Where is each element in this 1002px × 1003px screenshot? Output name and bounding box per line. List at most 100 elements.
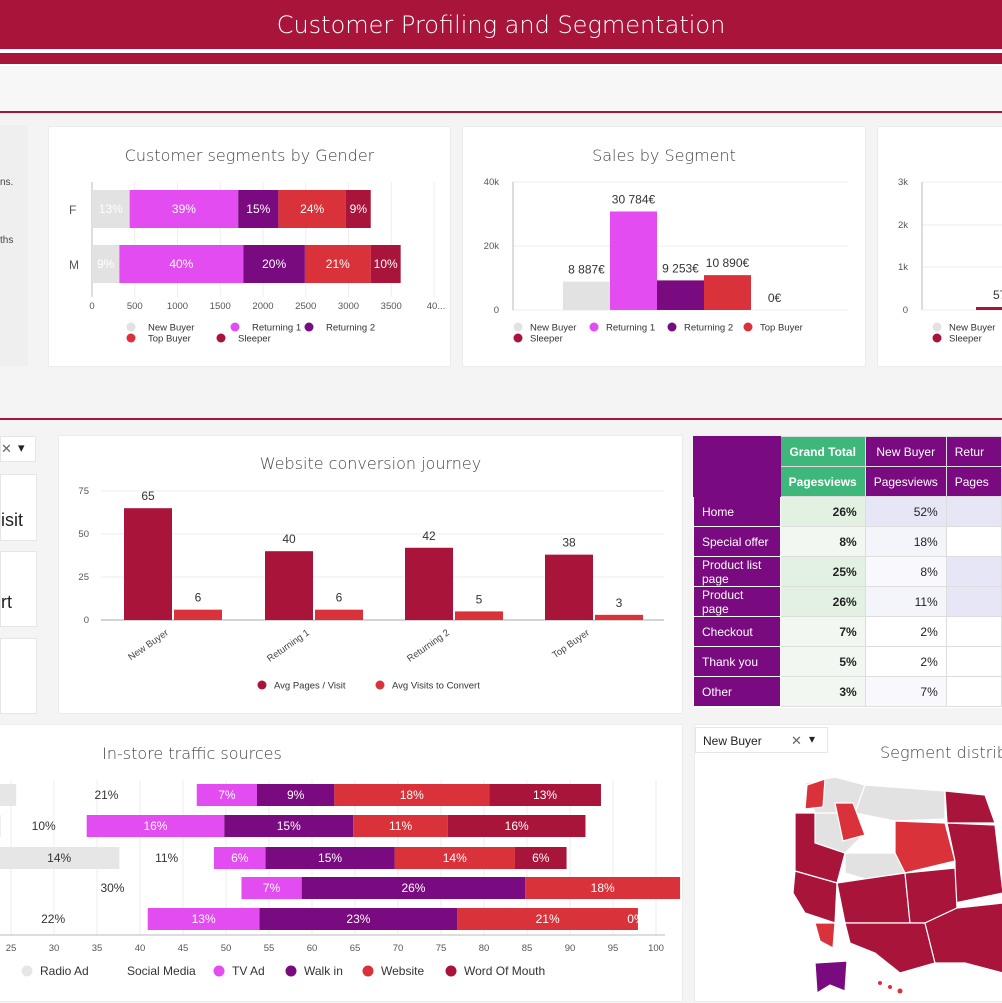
- legend-label: New Buyer: [148, 323, 194, 334]
- pivot-col-new-buyer[interactable]: New Buyer: [864, 436, 947, 467]
- description-card: ns. ths: [0, 125, 28, 366]
- header: Customer Profiling and Segmentation: [0, 0, 1002, 66]
- bar-label: 10%: [374, 257, 398, 271]
- bar-label: 15%: [246, 202, 270, 216]
- bar-segment: [238, 190, 279, 228]
- bar: [563, 281, 610, 310]
- legend-dot: [257, 680, 267, 690]
- bar-segment: [265, 847, 395, 869]
- legend-dot: [362, 965, 374, 977]
- segment-filter-dropdown[interactable]: ✕ ▾: [0, 436, 36, 462]
- pivot-col-grand-total[interactable]: Grand Total: [779, 436, 866, 467]
- pivot-corner: [693, 436, 781, 497]
- legend-label: Returning 1: [252, 323, 301, 334]
- bar-label: 11%: [155, 851, 178, 865]
- bar-label: 15%: [277, 819, 301, 833]
- pivot-cell-total: 5%: [779, 646, 866, 677]
- x-category-label: Returning 1: [265, 627, 312, 664]
- y-tick-label: 0: [903, 305, 908, 316]
- bar-segment: [457, 908, 638, 930]
- bar: [455, 611, 503, 620]
- y-tick-label: 0: [84, 615, 89, 626]
- x-tick-label: 85: [522, 943, 533, 954]
- conversion-chart-title: Website conversion journey: [259, 454, 482, 473]
- bar-segment: [514, 847, 567, 869]
- x-tick-label: 65: [350, 943, 361, 954]
- x-tick-label: 100: [648, 943, 664, 954]
- x-tick-label: 35: [92, 943, 103, 954]
- bar-segment: [213, 847, 266, 869]
- legend-label: Returning 1: [606, 323, 655, 334]
- us-map[interactable]: [695, 773, 1002, 1003]
- pivot-row-label: Special offer: [693, 526, 781, 557]
- y-tick-label: 25: [78, 572, 89, 583]
- bar-data-label: 10 890€: [706, 256, 750, 270]
- legend-label: Avg Pages / Visit: [274, 681, 346, 692]
- kpi-card-visit: isit: [0, 474, 37, 541]
- legend-dot: [513, 322, 523, 332]
- clear-icon[interactable]: ✕: [1, 441, 12, 456]
- traffic-chart-title: In-store traffic sources: [102, 744, 282, 763]
- y-tick-label: 0: [494, 305, 499, 316]
- x-tick-label: 55: [264, 943, 275, 954]
- legend-dot: [513, 333, 523, 343]
- pivot-col-returning[interactable]: Retur: [945, 436, 1002, 467]
- legend-label: Avg Visits to Convert: [392, 681, 480, 692]
- x-tick-label: 25: [6, 943, 17, 954]
- y-tick-label: 3k: [898, 177, 908, 188]
- chevron-down-icon[interactable]: ▾: [18, 440, 25, 455]
- description-line: ths: [0, 235, 14, 246]
- bar-label: 7%: [263, 881, 281, 895]
- pivot-row-label: Thank you: [693, 646, 781, 677]
- pivot-table: Grand Total New Buyer Retur Pagesviews P…: [693, 436, 1002, 707]
- y-tick-label: 2k: [898, 220, 908, 231]
- bar: [595, 614, 643, 620]
- legend-label: TV Ad: [232, 964, 265, 978]
- section-divider: [0, 418, 1002, 420]
- bar-segment: [0, 847, 120, 869]
- bar-label: 13%: [99, 202, 123, 216]
- pageviews-pivot-table: Grand Total New Buyer Retur Pagesviews P…: [693, 436, 1002, 708]
- bar-label: 21%: [326, 257, 350, 271]
- bar-segment: [447, 815, 586, 837]
- bar-segment: [86, 815, 225, 837]
- legend-label: Social Media: [127, 964, 196, 978]
- gender-chart-card: Customer segments by Gender 0 500 1000 1500…: [48, 126, 451, 367]
- pivot-group-header-row: Grand Total New Buyer Retur: [693, 436, 1002, 497]
- description-line: ns.: [0, 177, 14, 188]
- bar-label: 16%: [505, 819, 529, 833]
- bar-label: 23%: [346, 912, 370, 926]
- legend-label: Top Buyer: [148, 334, 191, 345]
- legend-dot: [230, 322, 240, 332]
- bar-data-label: 57: [993, 288, 1002, 302]
- x-tick-label: 500: [127, 301, 143, 312]
- conversion-chart: 75 50 25 0 65 6 New Buyer 40 6 Returning 1 42 5 Retu…: [78, 486, 664, 692]
- pivot-cell-returning: [945, 556, 1002, 587]
- pivot-row-label: Checkout: [693, 616, 781, 647]
- pivot-cell-total: 3%: [779, 676, 866, 707]
- map-segment-dropdown[interactable]: New Buyer ✕ ▾: [695, 727, 828, 753]
- bar-label: 40%: [169, 257, 193, 271]
- bar-label: 18%: [400, 788, 424, 802]
- bar: [545, 554, 593, 620]
- bar-segment: [119, 245, 244, 283]
- bar-label: 13%: [192, 912, 216, 926]
- y-category-label: F: [69, 203, 76, 217]
- kpi-card-convert: rt: [0, 551, 37, 627]
- pivot-cell-new-buyer: 52%: [864, 496, 947, 527]
- bar-label: 18%: [591, 881, 615, 895]
- chevron-down-icon[interactable]: ▾: [809, 732, 816, 746]
- conversion-chart-card: Website conversion journey 75 50 25 0 65 6 New…: [58, 435, 683, 714]
- bar-segment: [394, 847, 515, 869]
- filter-bar: [0, 66, 1002, 111]
- clear-icon[interactable]: ✕: [791, 733, 802, 748]
- us-map-states: [792, 776, 1002, 995]
- x-tick-label: 30: [49, 943, 60, 954]
- bar-label: 21%: [94, 788, 118, 802]
- bar: [976, 307, 1002, 310]
- x-category-label: New Buyer: [126, 627, 170, 663]
- x-tick-label: 2500: [295, 301, 316, 312]
- legend-dot: [445, 965, 457, 977]
- y-tick-label: 75: [78, 486, 89, 497]
